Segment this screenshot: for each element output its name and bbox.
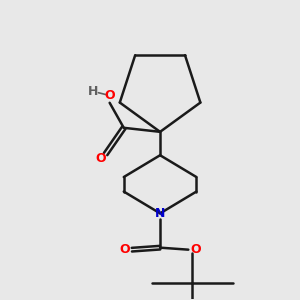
Text: O: O (104, 89, 115, 102)
Text: H: H (88, 85, 98, 98)
Text: O: O (190, 243, 200, 256)
Text: N: N (155, 207, 165, 220)
Text: O: O (120, 243, 130, 256)
Text: O: O (95, 152, 106, 165)
